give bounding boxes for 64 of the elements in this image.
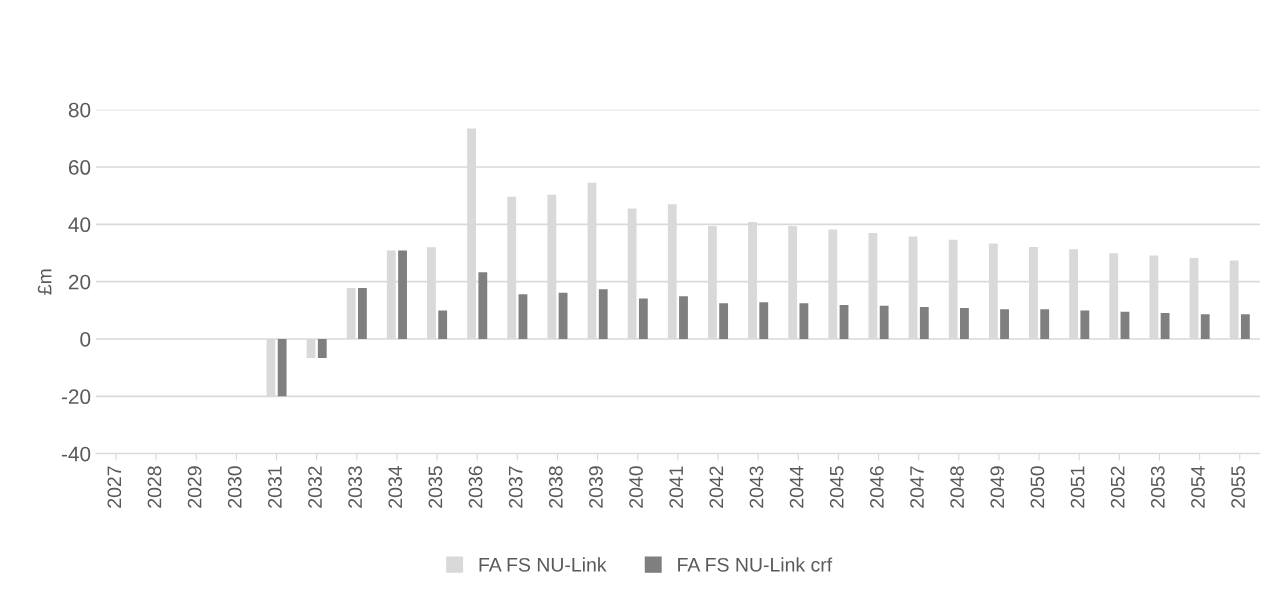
x-tick-label: 2047 (910, 466, 924, 508)
y-tick-label: -20 (61, 389, 91, 405)
bar (398, 250, 407, 339)
x-tick-label: 2050 (1030, 466, 1045, 508)
x-tick-label: 2042 (709, 466, 724, 508)
x-tick-label: 2031 (267, 466, 282, 508)
y-tick-label: -40 (61, 446, 91, 462)
bar (1000, 309, 1009, 339)
x-tick-label: 2030 (227, 466, 242, 508)
y-tick-label: 20 (68, 274, 91, 290)
bar (598, 289, 608, 339)
bar (879, 305, 889, 339)
x-tick-label: 2032 (308, 466, 322, 508)
x-tick-label: 2044 (789, 466, 804, 508)
bar (478, 272, 488, 339)
y-tick-label: 40 (68, 217, 91, 233)
bar (759, 302, 769, 339)
x-tick-label: 2029 (187, 466, 202, 508)
bar (277, 339, 287, 397)
x-tick-label: 2052 (1110, 466, 1125, 508)
y-tick-label: 0 (80, 332, 91, 347)
bar (1080, 310, 1090, 339)
x-tick-label: 2034 (388, 466, 403, 508)
x-tick-label: 2048 (950, 466, 965, 508)
y-tick-label: 60 (68, 160, 91, 175)
bar (1040, 309, 1050, 339)
x-tick-label: 2054 (1191, 466, 1205, 508)
x-tick-label: 2051 (1070, 466, 1085, 508)
x-tick-label: 2045 (829, 466, 844, 508)
bar (317, 339, 327, 358)
bar (799, 303, 809, 339)
bar (919, 306, 929, 339)
x-tick-label: 2043 (749, 466, 764, 508)
bar (839, 304, 849, 339)
y-axis-title: £m (37, 269, 52, 295)
y-tick-label: 80 (68, 102, 91, 118)
x-tick-label: 2046 (869, 466, 884, 508)
legend-label: FA FS NU-Link (479, 557, 607, 572)
x-tick-label: 2033 (348, 466, 363, 508)
legend-label: FA FS NU-Link crf (678, 557, 833, 572)
bar (518, 294, 528, 339)
bar (638, 298, 648, 339)
bar (719, 303, 729, 339)
x-tick-label: 2039 (589, 466, 603, 508)
x-tick-label: 2055 (1231, 466, 1245, 508)
x-tick-label: 2053 (1150, 466, 1165, 508)
x-tick-label: 2035 (428, 466, 443, 508)
x-tick-label: 2038 (548, 466, 563, 508)
bar (1120, 311, 1130, 339)
bar (1200, 314, 1210, 339)
x-tick-label: 2041 (669, 466, 684, 508)
x-tick-label: 2037 (508, 466, 523, 508)
x-tick-label: 2027 (107, 466, 122, 508)
bar (960, 308, 969, 339)
bar (1240, 314, 1250, 339)
bar (1160, 312, 1170, 339)
bar (558, 292, 568, 339)
x-tick-label: 2028 (147, 466, 162, 508)
bar (438, 310, 448, 339)
x-tick-label: 2036 (468, 466, 483, 508)
bar (358, 287, 367, 339)
bar (679, 296, 688, 339)
x-tick-label: 2049 (990, 466, 1005, 508)
x-tick-label: 2040 (629, 466, 643, 508)
